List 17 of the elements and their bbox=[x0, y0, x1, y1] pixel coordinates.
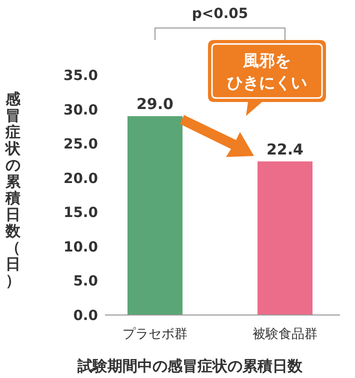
data-label: 29.0 bbox=[136, 95, 174, 114]
y-tick-label: 35.0 bbox=[63, 68, 98, 84]
y-tick-label: 10.0 bbox=[63, 239, 98, 256]
y-tick-label: 15.0 bbox=[63, 205, 98, 222]
y-tick-label: 20.0 bbox=[63, 170, 98, 187]
annotation: ひきにくい bbox=[227, 73, 307, 92]
text: 風邪を bbox=[242, 51, 291, 70]
y-tick-label: 30.0 bbox=[63, 102, 98, 118]
y-tick-label: 5.0 bbox=[73, 274, 98, 290]
y-tick-label: 0.0 bbox=[73, 308, 98, 324]
x-axis-title: 試験期間中の感冒症状の累積日数 bbox=[76, 357, 304, 375]
text: p<0.05 bbox=[192, 6, 248, 22]
y-tick-label: 25.0 bbox=[63, 136, 98, 153]
y-axis-title: 感冒症状の累積日数（日） bbox=[6, 90, 20, 290]
data-label: 22.4 bbox=[266, 140, 304, 158]
x-tick-label: 被験食品群 bbox=[252, 327, 318, 342]
x-tick-label: プラセボ群 bbox=[122, 327, 188, 342]
